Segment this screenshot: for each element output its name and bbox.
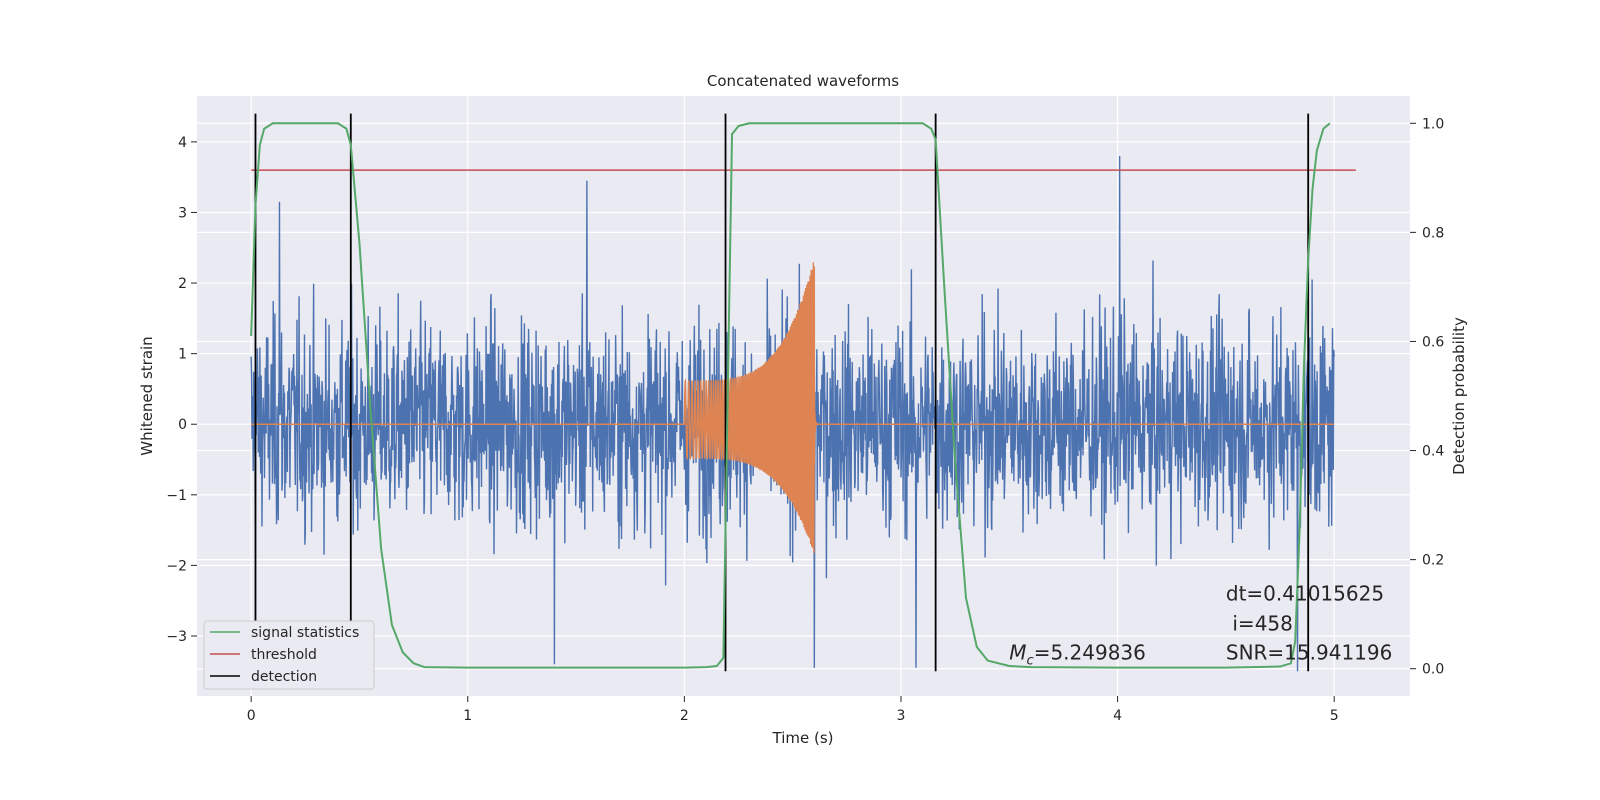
- y2-tick-label: 1.0: [1422, 116, 1444, 132]
- y-axis-label: Whitened strain: [138, 336, 156, 455]
- x-tick-label: 2: [680, 708, 689, 724]
- y-tick-label: 4: [178, 135, 187, 151]
- y2-tick-label: 0.6: [1422, 334, 1444, 350]
- x-tick-label: 4: [1113, 708, 1122, 724]
- annotation-2: SNR=15.941196: [1226, 640, 1392, 664]
- signal-statistics-line: [250, 122, 1331, 669]
- y-tick-label: 1: [178, 347, 187, 363]
- chirp-signal-line: [251, 262, 1335, 554]
- annotation-1: i=458: [1232, 611, 1293, 635]
- y-tick-label: −3: [166, 629, 187, 645]
- chart-title: Concatenated waveforms: [707, 72, 899, 90]
- annotation-3: Mc=5.249836: [1009, 640, 1146, 668]
- annotation-value: =5.249836: [1034, 640, 1146, 664]
- x-axis-label: Time (s): [772, 729, 834, 747]
- x-tick-label: 0: [247, 708, 256, 724]
- y-tick-label: 0: [178, 417, 187, 433]
- series-layer: [250, 113, 1356, 672]
- legend-label-signal: signal statistics: [251, 625, 359, 641]
- annotation-symbol: M: [1009, 640, 1026, 664]
- annotation-0: dt=0.41015625: [1226, 582, 1384, 606]
- strain-noise-line: [250, 155, 1335, 672]
- annotation-subscript: c: [1027, 653, 1034, 668]
- y-tick-label: −1: [166, 488, 187, 504]
- y-tick-label: 2: [178, 276, 187, 292]
- x-tick-label: 5: [1330, 708, 1339, 724]
- x-tick-label: 3: [897, 708, 906, 724]
- axes: 0 1 2 3 4 5 4 3 2 1 0 −1 −2 −3 1.0 0.8 0.6 0.4 0.2 0.0: [166, 116, 1444, 724]
- legend-label-detection: detection: [251, 669, 317, 685]
- y2-tick-label: 0.8: [1422, 225, 1444, 241]
- y-tick-label: 3: [178, 205, 187, 221]
- y2-axis-label: Detection probability: [1450, 317, 1468, 475]
- y2-tick-label: 0.2: [1422, 553, 1444, 569]
- y2-tick-label: 0.0: [1422, 662, 1444, 678]
- annotations: dt=0.41015625 i=458 SNR=15.941196 Mc=5.2498…: [1009, 582, 1392, 669]
- legend-label-threshold: threshold: [251, 647, 317, 663]
- x-tick-label: 1: [463, 708, 472, 724]
- y2-tick-label: 0.4: [1422, 444, 1444, 460]
- legend-box: [203, 620, 375, 690]
- y-tick-label: −2: [166, 558, 187, 574]
- legend: signal statistics threshold detection: [203, 620, 375, 690]
